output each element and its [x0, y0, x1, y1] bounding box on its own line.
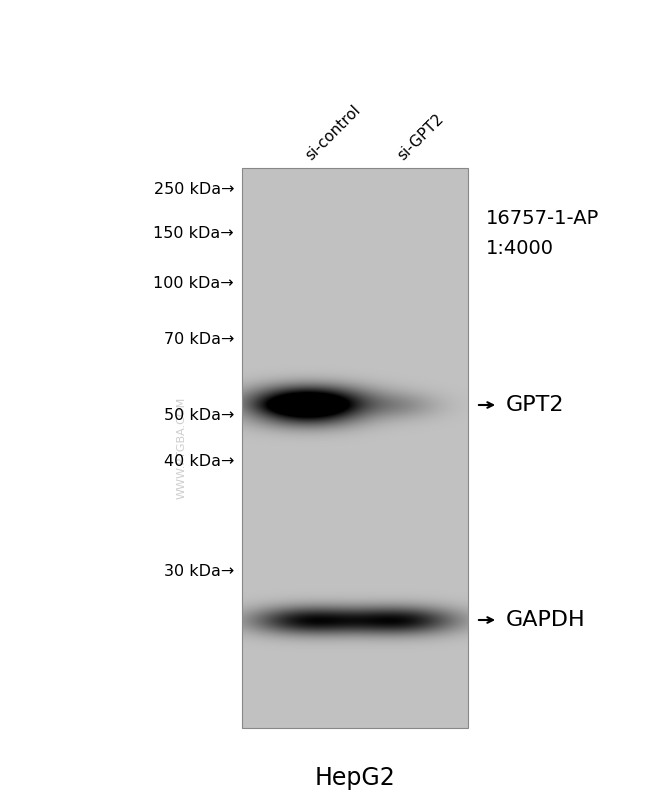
- Text: 1:4000: 1:4000: [486, 238, 554, 257]
- Text: GAPDH: GAPDH: [506, 610, 586, 630]
- Text: 150 kDa→: 150 kDa→: [153, 226, 234, 241]
- Text: 30 kDa→: 30 kDa→: [164, 565, 234, 580]
- Text: HepG2: HepG2: [315, 766, 395, 790]
- Text: 16757-1-AP: 16757-1-AP: [486, 209, 599, 228]
- Text: 250 kDa→: 250 kDa→: [153, 183, 234, 197]
- Text: 40 kDa→: 40 kDa→: [164, 455, 234, 469]
- Text: 100 kDa→: 100 kDa→: [153, 277, 234, 291]
- Bar: [242, 168, 468, 728]
- Text: si-control: si-control: [302, 103, 363, 163]
- Text: si-GPT2: si-GPT2: [395, 111, 447, 163]
- Text: GPT2: GPT2: [506, 395, 564, 415]
- Text: WWW.PTGBA.COM: WWW.PTGBA.COM: [177, 397, 187, 499]
- Text: 70 kDa→: 70 kDa→: [164, 333, 234, 347]
- Text: 50 kDa→: 50 kDa→: [164, 408, 234, 423]
